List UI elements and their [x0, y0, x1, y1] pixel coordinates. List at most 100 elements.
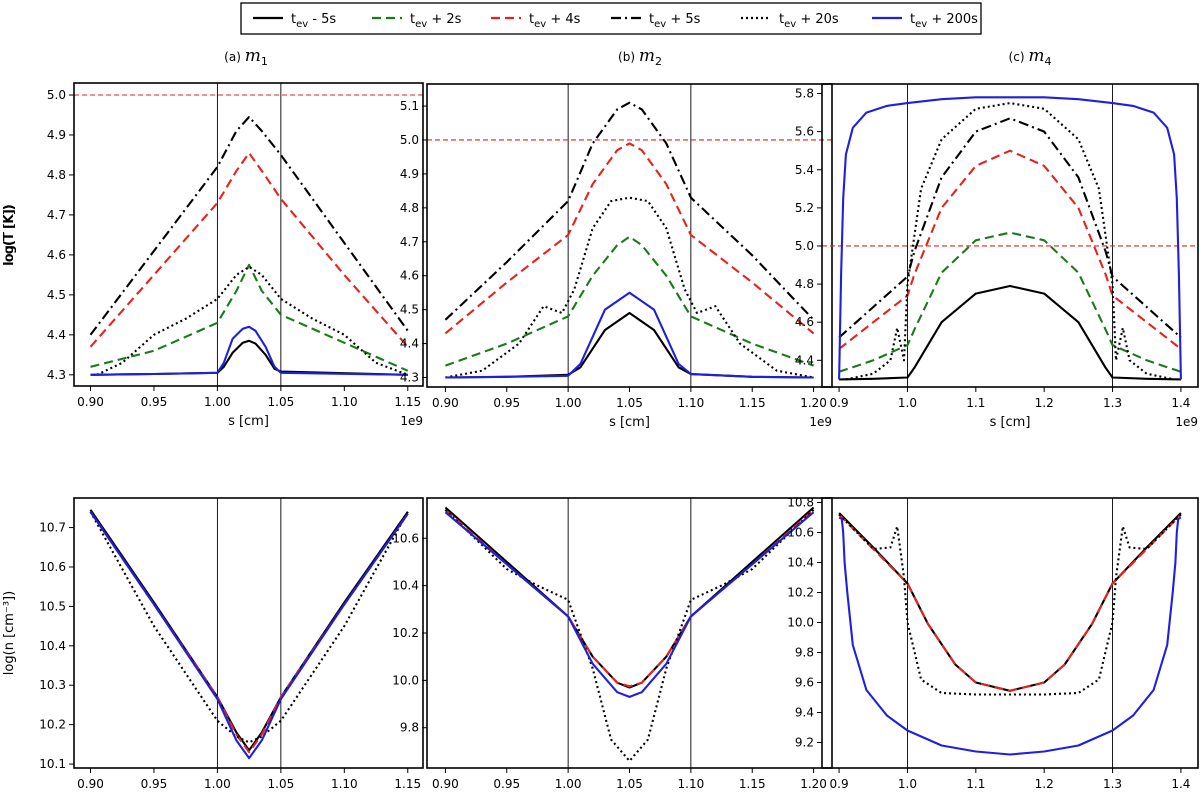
series-line-4 [444, 101, 815, 321]
series-line-1 [89, 509, 409, 752]
x-axis-label: s [cm] [609, 415, 650, 430]
y-tick-label: 5.0 [400, 133, 419, 147]
y-tick-label: 4.6 [400, 269, 419, 283]
series-line-6 [445, 291, 814, 379]
y-tick-label: 4.8 [795, 277, 814, 291]
y-tick-label: 9.8 [400, 721, 419, 735]
series-line-2 [89, 511, 409, 754]
x-tick-label: 1.00 [555, 777, 582, 791]
y-tick-label: 5.1 [400, 99, 419, 113]
series-line-3 [89, 511, 409, 744]
x-tick-label: 1.00 [204, 395, 231, 409]
y-tick-label: 10.5 [39, 599, 66, 613]
x-tick-label: 1.10 [678, 777, 705, 791]
series-line-4 [89, 115, 409, 336]
x-tick-label: 1.10 [331, 777, 358, 791]
x-tick-label: 1.4 [1171, 396, 1190, 410]
y-tick-label: 5.8 [795, 87, 814, 101]
y-tick-label: 10.0 [787, 616, 814, 630]
x-tick-label: 1.4 [1171, 777, 1190, 791]
series-line-2 [838, 513, 1182, 692]
series-line-1 [90, 339, 408, 376]
y-tick-label: 5.0 [795, 239, 814, 253]
y-tick-label: 5.0 [47, 88, 66, 102]
x-tick-label: 1.15 [739, 777, 766, 791]
x-tick-label: 1.20 [800, 396, 827, 410]
series-line-2 [444, 509, 815, 688]
y-tick-label: 10.2 [39, 718, 66, 732]
y-tick-label: 4.3 [400, 370, 419, 384]
x-tick-label: 0.90 [77, 395, 104, 409]
panel-titles: (a) m1 (b) m2 (c) m4 [224, 46, 1051, 68]
y-tick-label: 4.4 [795, 353, 814, 367]
x-tick-label: 1.0 [898, 777, 917, 791]
y-tick-label: 10.4 [787, 556, 814, 570]
series-line-4 [89, 511, 409, 760]
legend: tev - 5s tev + 2s tev + 4s tev + 5s tev + 20… [240, 2, 982, 35]
y-axis-label: log(T [K]) [2, 205, 17, 266]
panel-b-T: 0.90 0.95 1.00 1.05 1.10 1.15 1.20 4.3 4.4 4.5 4.6… [2, 83, 833, 430]
axes-frame [821, 83, 1199, 388]
y-tick-label: 4.7 [47, 208, 66, 222]
x-tick-label: 1.10 [331, 395, 358, 409]
x-tick-label: 0.95 [141, 777, 168, 791]
panel-c-T: 0.9 1.0 1.1 1.2 1.3 1.4 4.4 4.6 4.8 5.0 5.2 5.4 5.6 5… [2, 83, 1199, 430]
panel-title-3: (c) m4 [1009, 46, 1052, 68]
x-tick-label: 0.9 [830, 777, 849, 791]
series-line-6 [90, 325, 408, 376]
x-tick-label: 0.90 [77, 777, 104, 791]
panel-a-T: 0.90 0.95 1.00 1.05 1.10 1.15 4.3 4.4 4.5 4.6 4.7 4… [2, 82, 424, 429]
x-tick-label: 1.15 [394, 777, 421, 791]
series-line-1 [444, 506, 815, 689]
y-tick-label: 9.2 [795, 736, 814, 750]
y-tick-label: 10.6 [39, 560, 66, 574]
series-line-2 [90, 263, 409, 372]
x-tick-label: 1.05 [268, 777, 295, 791]
y-tick-label: 10.2 [392, 626, 419, 640]
panel-title-2: (b) m2 [618, 46, 662, 68]
axes-frame [73, 497, 424, 769]
series-line-5 [445, 196, 814, 379]
y-tick-label: 4.4 [47, 328, 66, 342]
y-tick-label: 10.6 [392, 531, 419, 545]
y-tick-label: 4.8 [400, 201, 419, 215]
panels: 0.90 0.95 1.00 1.05 1.10 1.15 4.3 4.4 4.5 4.6 4.7 4… [2, 82, 1199, 797]
y-tick-label: 4.7 [400, 235, 419, 249]
panel-title-1: (a) m1 [224, 46, 268, 68]
x-tick-label: 0.95 [493, 777, 520, 791]
series-line-4 [838, 516, 1182, 756]
legend-label-3: tev + 4s [529, 12, 581, 30]
series-line-1 [839, 284, 1181, 381]
x-tick-label: 0.90 [432, 777, 459, 791]
x-multiplier: 1e9 [1175, 415, 1198, 429]
y-tick-label: 4.9 [47, 128, 66, 142]
y-tick-label: 10.4 [39, 639, 66, 653]
y-tick-label: 5.6 [795, 125, 814, 139]
x-tick-label: 1.3 [1103, 396, 1122, 410]
y-tick-label: 4.5 [47, 288, 66, 302]
x-tick-label: 1.00 [555, 396, 582, 410]
series-line-3 [838, 149, 1182, 350]
y-tick-label: 5.2 [795, 201, 814, 215]
y-tick-label: 10.4 [392, 579, 419, 593]
x-tick-label: 0.95 [141, 395, 168, 409]
x-tick-label: 0.90 [432, 396, 459, 410]
y-axis-label: log(T [K]) [2, 205, 17, 266]
y-tick-label: 9.4 [795, 706, 814, 720]
x-tick-label: 1.1 [966, 777, 985, 791]
series-line-1 [838, 512, 1182, 692]
series-line-3 [838, 513, 1182, 696]
y-tick-label: 10.2 [787, 586, 814, 600]
y-tick-label: 4.6 [47, 248, 66, 262]
x-tick-label: 1.20 [800, 777, 827, 791]
legend-label-6: tev + 200s [910, 12, 978, 30]
x-tick-label: 0.9 [830, 396, 849, 410]
series-line-2 [445, 235, 814, 367]
y-tick-label: 9.8 [795, 646, 814, 660]
y-tick-label: 4.5 [400, 303, 419, 317]
axes-frame [73, 82, 424, 387]
panel-c-n: 0.9 1.0 1.1 1.2 1.3 1.4 9.2 9.4 9.6 9.8 10.0 10.2 10… [787, 496, 1199, 797]
series-line-4 [838, 117, 1182, 339]
legend-label-4: tev + 5s [649, 12, 701, 30]
x-tick-label: 1.3 [1103, 777, 1122, 791]
